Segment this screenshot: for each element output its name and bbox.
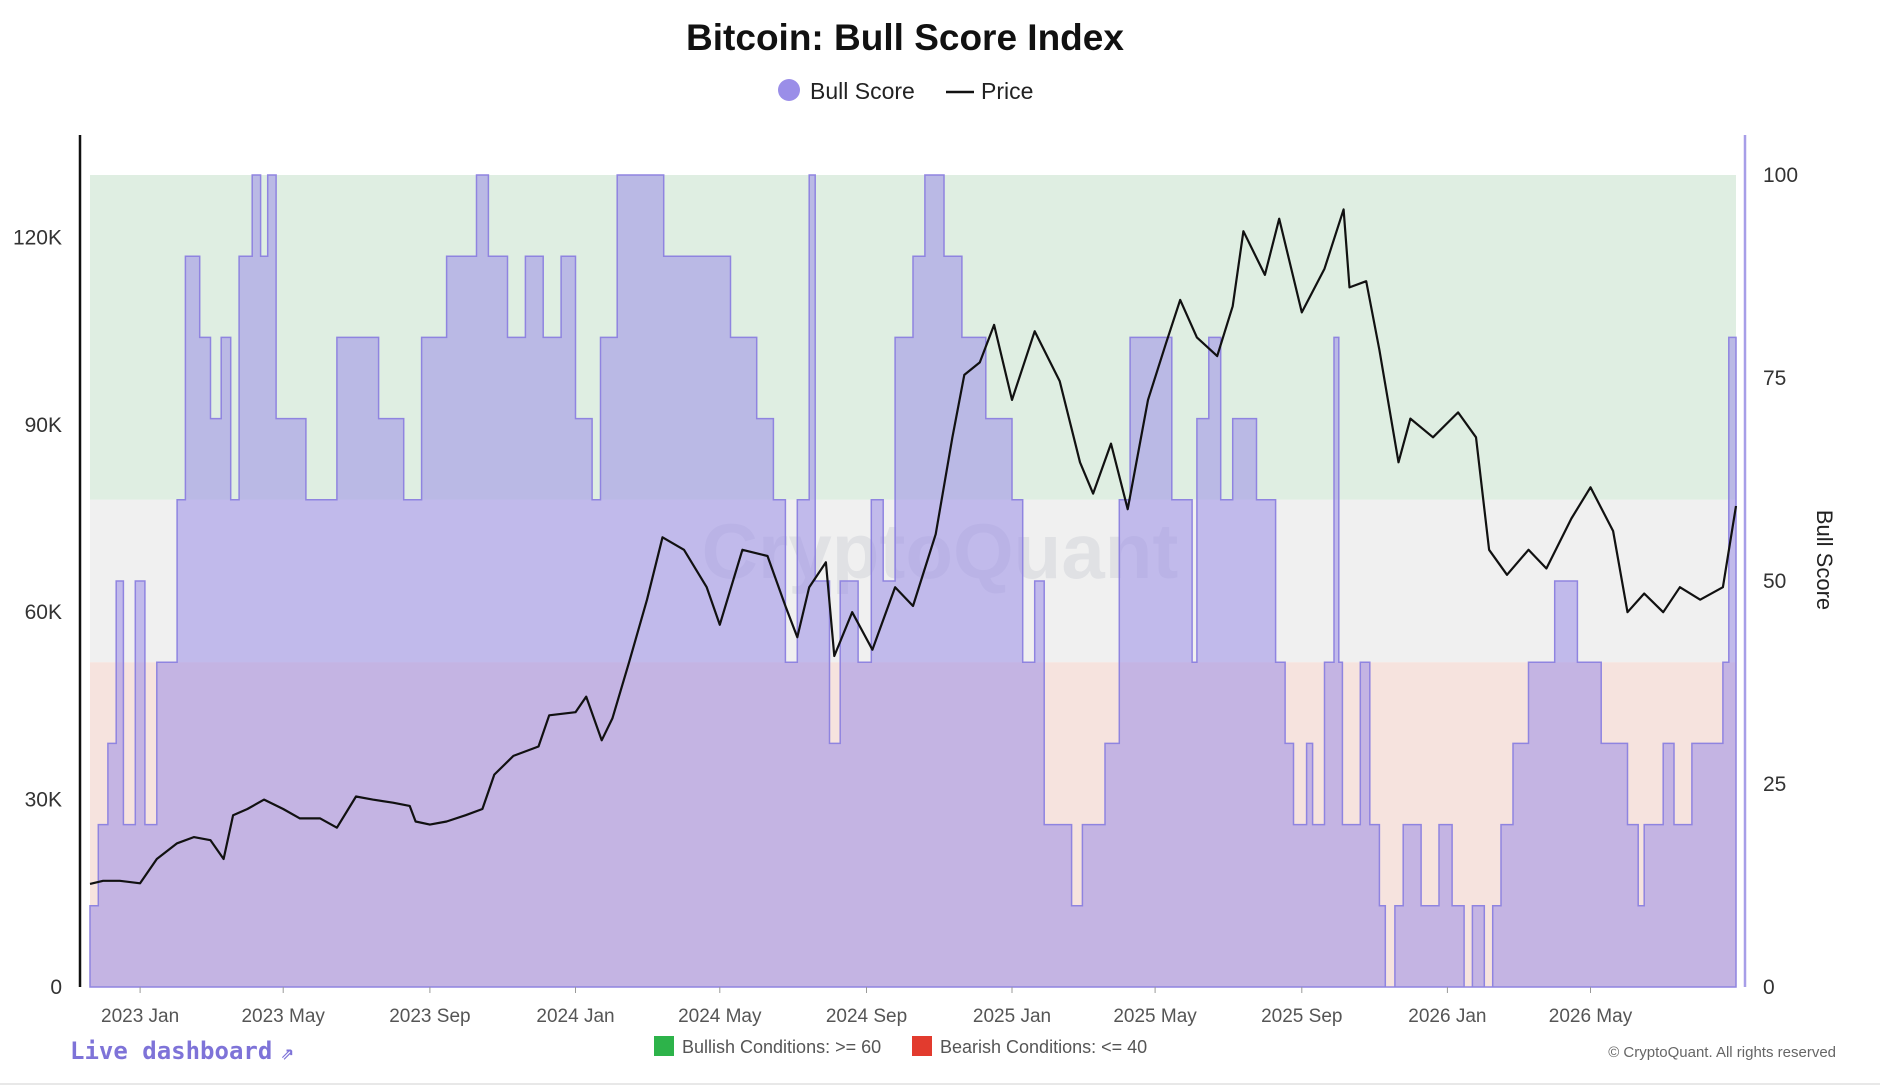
bullish-conditions-note: Bullish Conditions: >= 60 [682,1037,881,1057]
legend-item-price[interactable]: Price [946,78,1033,104]
left-tick-label: 120K [13,227,62,250]
x-tick-label: 2023 Jan [101,1006,179,1027]
x-tick-label: 2026 Jan [1408,1006,1486,1027]
external-link-icon: ⇗ [280,1040,294,1065]
left-axis-ticks: 0 30K 60K 90K 120K [13,227,62,1000]
right-tick-label: 0 [1763,976,1775,999]
x-tick-label: 2026 May [1549,1006,1633,1027]
chart-title: Bitcoin: Bull Score Index [686,17,1124,58]
copyright-notice: © CryptoQuant. All rights reserved [1608,1044,1836,1061]
left-tick-label: 0 [50,976,62,999]
bullish-marker [654,1036,674,1056]
x-tick-label: 2024 May [678,1006,762,1027]
left-tick-label: 30K [25,789,62,812]
bull-score-series [89,174,1737,988]
right-tick-label: 25 [1763,773,1786,796]
axes [78,135,1747,987]
bull-score-area [89,174,1737,988]
conditions-legend: Bullish Conditions: >= 60 Bearish Condit… [654,1036,1147,1057]
bearish-conditions-note: Bearish Conditions: <= 40 [940,1037,1147,1057]
right-tick-label: 50 [1763,570,1786,593]
price-line [89,208,1738,885]
left-tick-label: 60K [25,601,62,624]
x-tick-label: 2023 Sep [389,1006,470,1027]
legend-price-label: Price [981,78,1033,104]
legend-bull-score-swatch [778,79,800,101]
x-tick-label: 2024 Jan [536,1006,614,1027]
bottom-divider [0,1083,1880,1085]
right-tick-label: 100 [1763,164,1798,187]
bearish-marker [912,1036,932,1056]
right-tick-label: 75 [1763,367,1786,390]
price-series [89,208,1738,885]
live-dashboard-link[interactable]: Live dashboard ⇗ [70,1037,294,1065]
x-axis-ticks: 2023 Jan 2023 May 2023 Sep 2024 Jan 2024 May… [101,987,1633,1027]
x-tick-label: 2025 May [1113,1006,1197,1027]
x-tick-label: 2024 Sep [826,1006,907,1027]
right-axis-title: Bull Score [1812,510,1837,610]
left-tick-label: 90K [25,414,62,437]
x-tick-label: 2025 Sep [1261,1006,1342,1027]
live-dashboard-label: Live dashboard [70,1037,273,1065]
legend-item-bull-score[interactable]: Bull Score [778,78,915,104]
chart-legend: Bull Score Price [778,78,1033,104]
legend-bull-score-label: Bull Score [810,78,915,104]
x-tick-label: 2023 May [241,1006,325,1027]
x-tick-label: 2025 Jan [973,1006,1051,1027]
right-axis-ticks: 0 25 50 75 100 [1763,164,1798,999]
